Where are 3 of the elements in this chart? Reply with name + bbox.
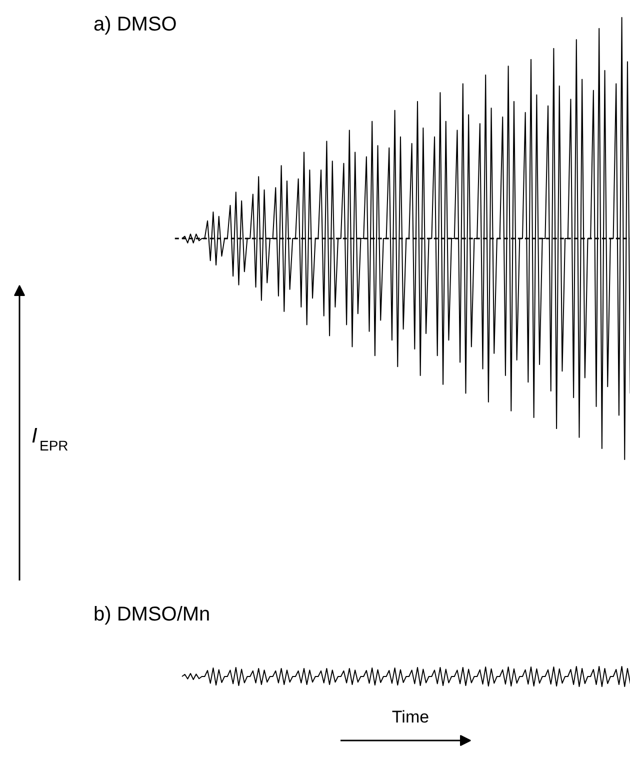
chart-title: b) DMSO/Mn [94,604,210,626]
x-axis-title: Time [392,708,430,726]
chart-title: a) DMSO [94,14,177,36]
